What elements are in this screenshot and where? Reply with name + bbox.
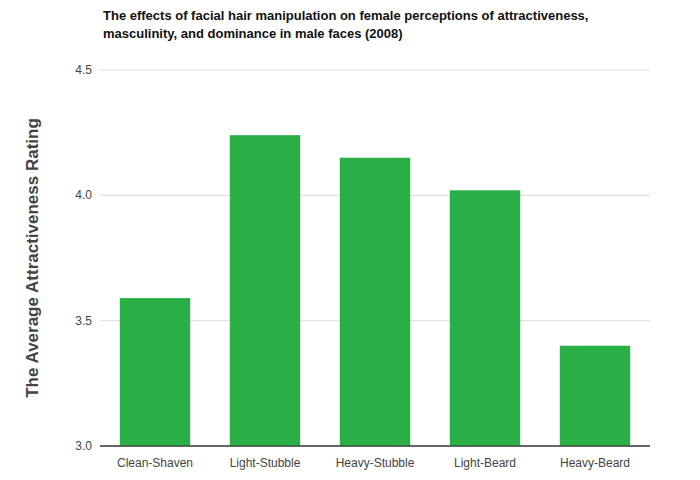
grid-line (100, 70, 650, 71)
bar (230, 135, 300, 446)
bar (340, 158, 410, 446)
bars (120, 135, 630, 446)
y-tick-label: 4.0 (75, 188, 92, 202)
title-line: masculinity, and dominance in male faces… (103, 26, 403, 41)
x-tick-label: Light-Beard (454, 456, 516, 470)
x-axis-line (100, 446, 650, 447)
x-tick-label: Heavy-Beard (560, 456, 630, 470)
x-tick-label: Heavy-Stubble (336, 456, 415, 470)
title-line: The effects of facial hair manipulation … (103, 8, 588, 23)
y-axis-label: The Average Attractiveness Rating (23, 118, 42, 398)
bar (120, 298, 190, 446)
y-tick-label: 3.5 (75, 314, 92, 328)
x-tick-label: Clean-Shaven (117, 456, 193, 470)
bar (560, 346, 630, 446)
title: The effects of facial hair manipulation … (103, 8, 588, 41)
y-tick-label: 4.5 (75, 63, 92, 77)
y-tick-label: 3.0 (75, 439, 92, 453)
x-tick-label: Light-Stubble (230, 456, 301, 470)
chart: The effects of facial hair manipulation … (0, 0, 700, 480)
bar (450, 190, 520, 446)
x-axis-line (100, 446, 650, 447)
